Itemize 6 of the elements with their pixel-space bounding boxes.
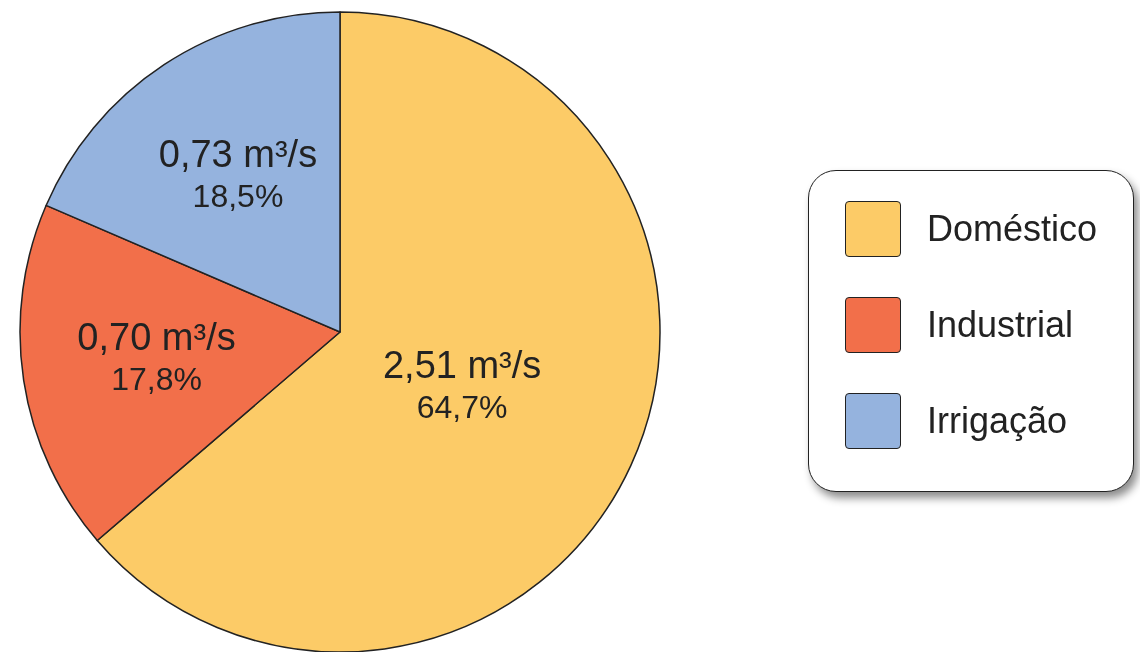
data-label: 0,73 m³/s 18,5% xyxy=(158,132,318,214)
legend-label: Doméstico xyxy=(927,208,1098,250)
legend-label: Industrial xyxy=(927,304,1074,346)
data-label: 0,70 m³/s 17,8% xyxy=(77,316,236,398)
data-label: 2,51 m³/s 64,7% xyxy=(382,344,542,426)
legend-label: Irrigação xyxy=(927,400,1068,442)
